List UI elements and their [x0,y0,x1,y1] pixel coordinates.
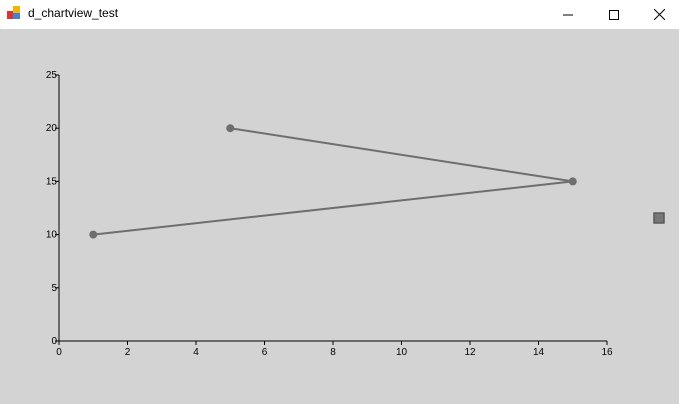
y-tick-label: 20 [46,123,58,134]
data-point [89,230,98,239]
y-tick-label: 25 [46,70,58,81]
data-point [568,177,577,186]
window-title: d_chartview_test [28,6,119,20]
minimize-button[interactable] [545,0,591,29]
x-tick-label: 6 [262,347,268,358]
x-tick-label: 8 [330,347,336,358]
x-tick-label: 4 [193,347,199,358]
x-tick-label: 0 [56,347,62,358]
x-tick-label: 16 [601,347,613,358]
close-button[interactable] [636,0,679,29]
x-tick-label: 12 [464,347,476,358]
maximize-icon [609,9,619,20]
y-tick-label: 15 [46,176,58,187]
x-tick-label: 2 [125,347,131,358]
x-tick-label: 14 [533,347,545,358]
app-icon [7,6,20,19]
series-line [93,127,573,236]
close-icon [653,9,665,20]
y-tick-label: 10 [46,230,58,241]
chart: 0 2 4 6 8 10 12 14 16 0 5 10 15 20 25 [46,70,665,358]
maximize-button[interactable] [591,0,637,29]
title-bar: d_chartview_test [0,0,679,29]
y-tick-label: 0 [51,336,57,347]
y-tick-label: 5 [51,283,57,294]
data-point [226,124,235,133]
x-tick-label: 10 [396,347,408,358]
legend-marker [653,212,665,224]
minimize-icon [563,14,573,15]
